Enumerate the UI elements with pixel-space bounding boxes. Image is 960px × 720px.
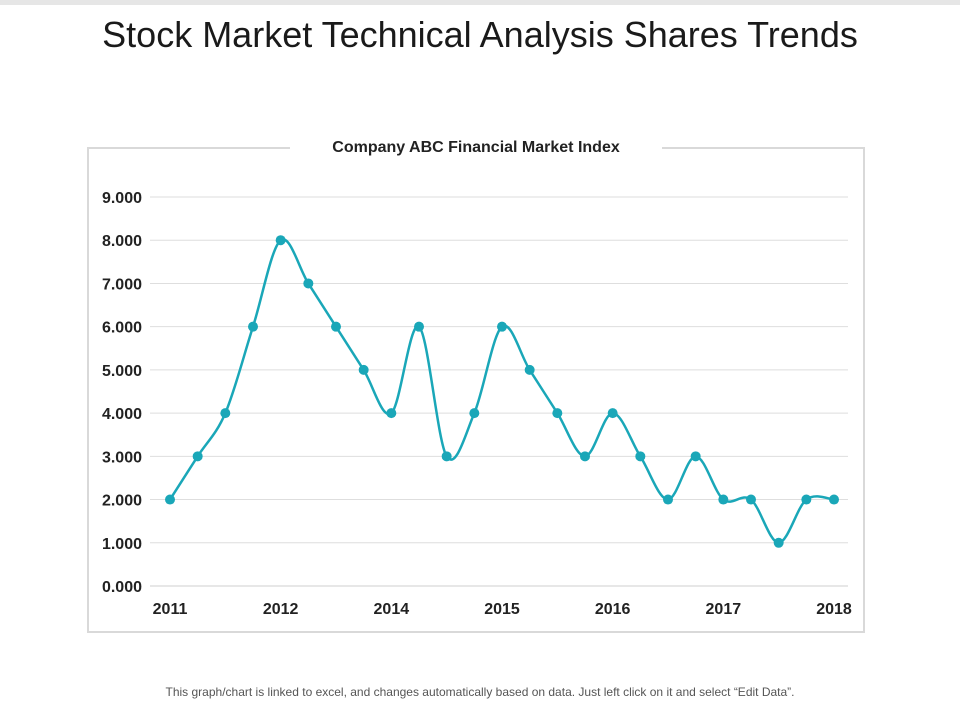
y-tick-label: 5.000 <box>102 363 142 380</box>
data-point[interactable] <box>165 494 175 505</box>
data-point[interactable] <box>248 321 258 332</box>
y-tick-label: 8.000 <box>102 233 142 250</box>
data-point[interactable] <box>275 235 286 246</box>
data-point[interactable] <box>220 408 231 419</box>
data-point[interactable] <box>386 408 397 419</box>
data-point[interactable] <box>690 451 701 462</box>
y-tick-label: 0.000 <box>102 579 142 596</box>
data-point[interactable] <box>635 451 646 462</box>
data-point[interactable] <box>580 451 590 462</box>
x-tick-label: 2018 <box>816 601 852 618</box>
y-tick-label: 3.000 <box>102 449 142 466</box>
top-accent-bar <box>0 0 960 5</box>
data-point[interactable] <box>773 537 784 548</box>
data-point[interactable] <box>303 278 314 289</box>
x-tick-label: 2014 <box>374 601 410 618</box>
y-tick-label: 9.000 <box>102 190 142 207</box>
x-tick-label: 2017 <box>706 601 742 618</box>
data-point[interactable] <box>524 364 535 375</box>
data-point[interactable] <box>607 408 618 419</box>
data-point[interactable] <box>414 321 424 332</box>
y-tick-label: 2.000 <box>102 493 142 510</box>
data-point[interactable] <box>801 494 812 505</box>
data-point[interactable] <box>441 451 452 462</box>
data-point[interactable] <box>746 494 756 505</box>
x-tick-label: 2012 <box>263 601 299 618</box>
y-tick-label: 1.000 <box>102 536 142 553</box>
x-tick-label: 2015 <box>484 601 520 618</box>
x-tick-label: 2016 <box>595 601 631 618</box>
data-point[interactable] <box>663 494 673 505</box>
data-point[interactable] <box>358 364 369 375</box>
slide-title: Stock Market Technical Analysis Shares T… <box>102 14 858 55</box>
data-point[interactable] <box>469 408 480 419</box>
y-tick-label: 6.000 <box>102 320 142 337</box>
data-point[interactable] <box>552 408 563 419</box>
data-point[interactable] <box>192 451 203 462</box>
data-point[interactable] <box>331 321 341 332</box>
chart-title: Company ABC Financial Market Index <box>290 136 662 160</box>
y-tick-label: 7.000 <box>102 276 142 293</box>
series-line[interactable] <box>168 238 835 545</box>
data-point[interactable] <box>497 321 507 332</box>
footer-note: This graph/chart is linked to excel, and… <box>165 685 795 699</box>
data-point[interactable] <box>718 494 729 505</box>
y-tick-label: 4.000 <box>102 406 142 423</box>
x-tick-label: 2011 <box>153 601 188 618</box>
data-point[interactable] <box>829 494 839 505</box>
